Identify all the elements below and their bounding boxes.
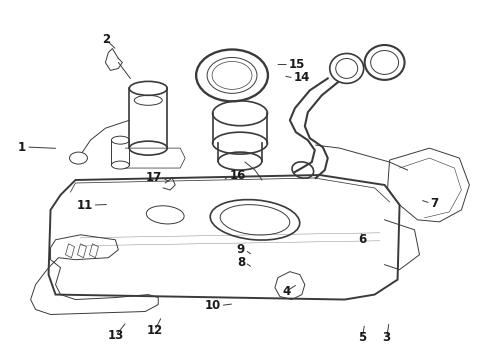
Text: 2: 2 [102,33,110,46]
Text: 6: 6 [358,233,367,246]
Text: 11: 11 [76,199,93,212]
Text: 16: 16 [229,169,246,182]
Text: 12: 12 [147,324,163,337]
Text: 10: 10 [204,299,220,312]
Text: 17: 17 [146,171,162,184]
Text: 1: 1 [18,140,26,153]
Text: 14: 14 [294,71,310,84]
Text: 8: 8 [237,256,245,269]
Text: 15: 15 [289,58,305,71]
Text: 4: 4 [282,285,291,298]
Text: 3: 3 [383,331,391,344]
Text: 5: 5 [358,331,367,344]
Text: 9: 9 [237,243,245,256]
Text: 13: 13 [107,329,123,342]
Text: 7: 7 [431,197,439,210]
